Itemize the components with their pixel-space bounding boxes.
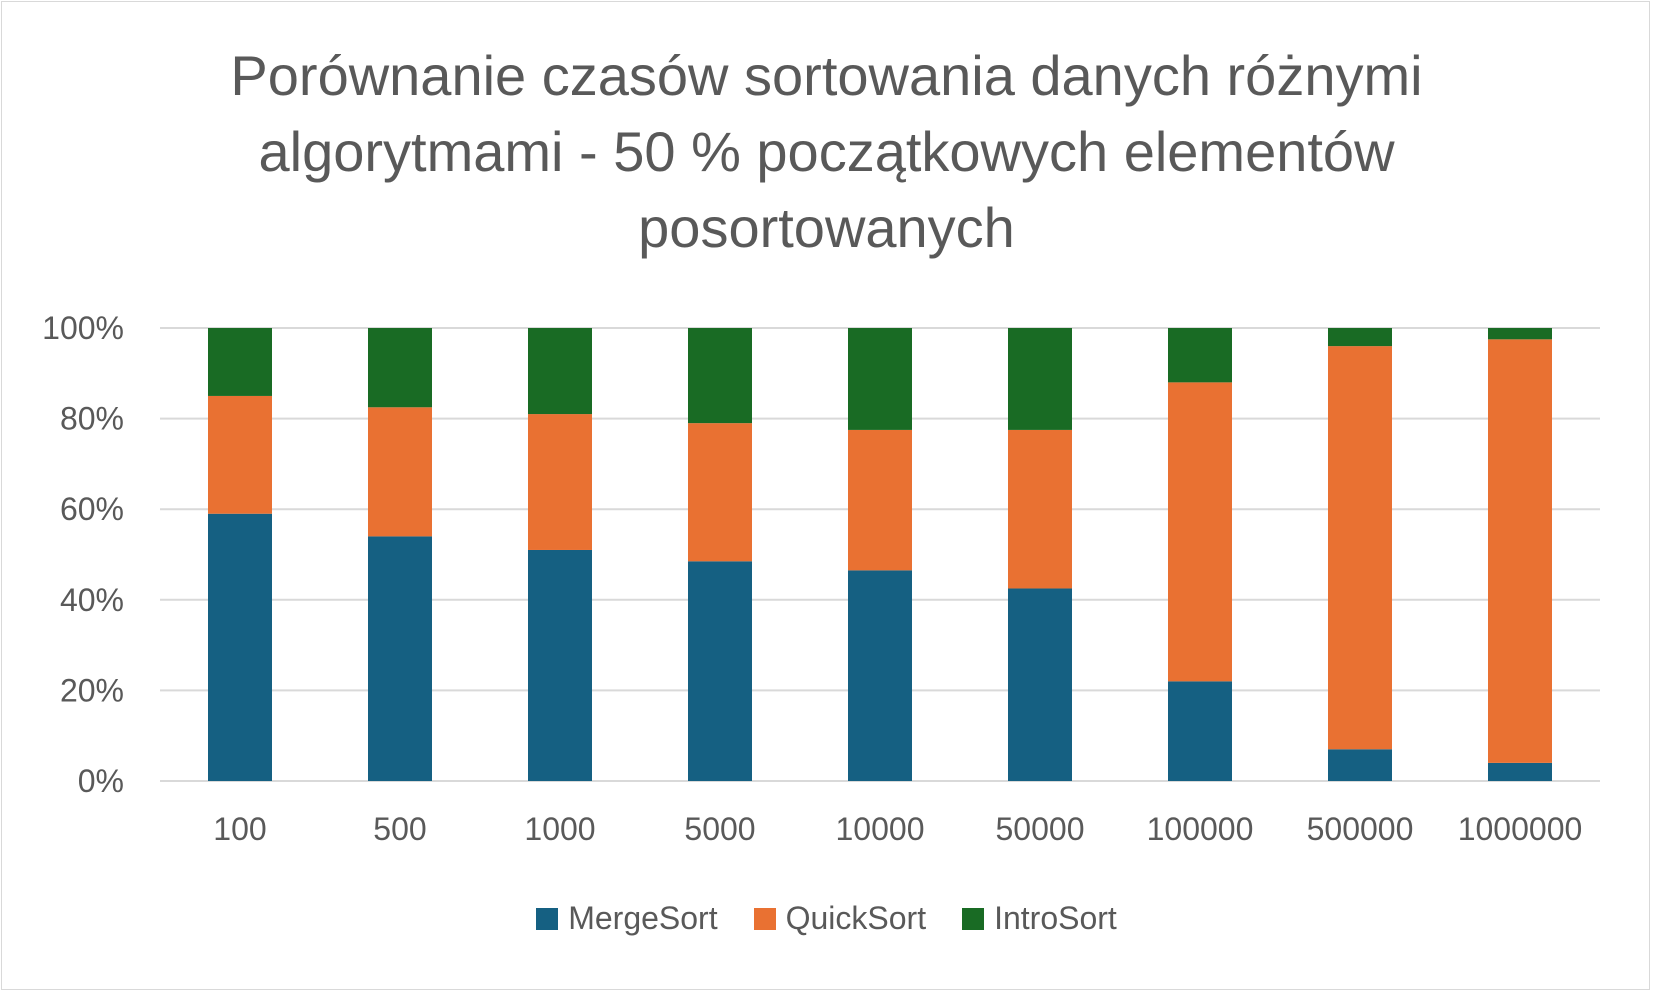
legend-label: MergeSort [568,900,718,936]
y-tick-label: 100% [42,310,124,346]
legend-swatch [962,907,985,930]
x-tick-label: 1000 [524,811,595,847]
legend: MergeSort QuickSort IntroSort [0,900,1653,937]
bar-segment-mergesort-5000 [688,561,752,781]
bar-segment-mergesort-50000 [1008,588,1072,781]
bar-segment-quicksort-10000 [848,429,912,571]
bar-segment-quicksort-1000000 [1488,339,1552,763]
bar-segment-mergesort-500 [368,536,432,781]
bar-segment-quicksort-5000 [688,423,752,562]
legend-label: IntroSort [994,900,1117,936]
y-tick-label: 60% [60,491,124,527]
legend-item-quicksort: QuickSort [753,900,927,937]
y-tick-label: 40% [60,582,124,618]
bar-segment-introsort-5000 [688,328,752,424]
bar-segment-quicksort-100 [208,395,272,514]
x-tick-label: 10000 [836,811,925,847]
bar-segment-quicksort-500000 [1328,346,1392,750]
legend-label: QuickSort [785,900,927,936]
bar-segment-mergesort-100000 [1168,681,1232,781]
bar-segment-introsort-1000 [528,328,592,415]
bar-segment-quicksort-100000 [1168,382,1232,682]
bar-segment-mergesort-10000 [848,570,912,781]
bar-segment-introsort-10000 [848,328,912,430]
bar-segment-introsort-50000 [1008,328,1072,430]
plot-area: 0% 20% 40% 60% 80% 100% 100 500 1000 5000 10000 50… [42,310,1600,847]
bar-segment-quicksort-1000 [528,414,592,550]
legend-swatch [536,907,559,930]
legend-item-mergesort: MergeSort [536,900,718,937]
chart-title: Porównanie czasów sortowania danych różn… [230,44,1423,259]
x-tick-label: 500 [373,811,426,847]
bars [208,328,1552,781]
bar-segment-introsort-100 [208,328,272,396]
legend-swatch [753,907,776,930]
bar-segment-introsort-500 [368,328,432,408]
x-tick-label: 5000 [684,811,755,847]
bar-segment-quicksort-500 [368,407,432,537]
y-tick-label: 0% [78,763,124,799]
y-axis: 0% 20% 40% 60% 80% 100% [42,310,124,799]
x-axis: 100 500 1000 5000 10000 50000 100000 500000 1000… [213,811,1582,847]
x-tick-label: 1000000 [1458,811,1583,847]
y-tick-label: 20% [60,672,124,708]
bar-segment-mergesort-500000 [1328,749,1392,781]
bar-segment-introsort-100000 [1168,328,1232,383]
x-tick-label: 50000 [996,811,1085,847]
x-tick-label: 500000 [1307,811,1414,847]
bar-segment-mergesort-1000000 [1488,762,1552,781]
bar-segment-introsort-500000 [1328,328,1392,347]
legend-item-introsort: IntroSort [962,900,1117,937]
x-tick-label: 100 [213,811,266,847]
y-tick-label: 80% [60,401,124,437]
bar-segment-quicksort-50000 [1008,429,1072,589]
bar-segment-mergesort-1000 [528,549,592,781]
bar-segment-mergesort-100 [208,513,272,781]
bar-segment-introsort-1000000 [1488,328,1552,340]
x-tick-label: 100000 [1147,811,1254,847]
